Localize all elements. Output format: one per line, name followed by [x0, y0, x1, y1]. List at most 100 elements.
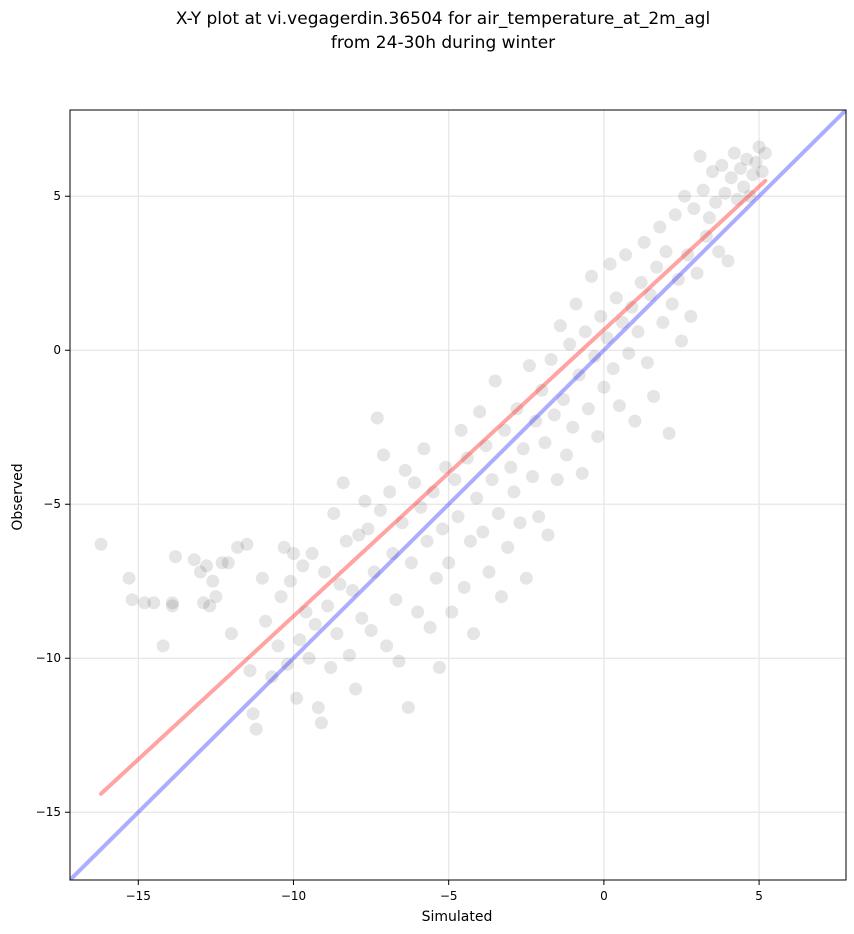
data-point-42 [318, 565, 331, 579]
data-point-81 [439, 460, 453, 474]
y-axis-label: Observed [10, 463, 26, 530]
data-point-89 [463, 534, 477, 548]
data-point-150 [653, 220, 667, 234]
data-point-142 [628, 414, 642, 428]
data-point-43 [321, 599, 335, 613]
data-point-181 [749, 155, 763, 169]
data-point-125 [575, 466, 589, 480]
data-point-65 [389, 593, 403, 607]
data-point-30 [280, 657, 294, 671]
axis-ticks: −15 −10 −5 0 5 −15 −10 −5 0 5 [36, 189, 763, 903]
data-point-118 [553, 319, 567, 333]
data-point-95 [482, 565, 496, 579]
data-point-162 [690, 266, 704, 280]
data-point-144 [634, 276, 648, 289]
data-point-46 [330, 627, 344, 641]
data-point-45 [327, 507, 341, 520]
data-point-10 [193, 565, 207, 579]
data-point-114 [541, 528, 555, 542]
data-point-97 [488, 374, 502, 388]
data-point-183 [755, 165, 769, 179]
data-point-152 [659, 245, 673, 259]
data-point-34 [293, 633, 307, 647]
x-axis-label: Simulated [422, 909, 493, 925]
data-point-153 [662, 426, 676, 440]
data-point-155 [668, 208, 682, 222]
data-point-39 [308, 617, 322, 631]
data-point-169 [712, 245, 726, 259]
data-point-115 [544, 353, 558, 366]
data-point-126 [578, 325, 592, 339]
data-point-105 [513, 516, 527, 530]
data-point-146 [640, 356, 654, 370]
chart-title: X-Y plot at vi.vegagerdin.36504 for air_… [176, 9, 710, 29]
data-point-173 [724, 171, 738, 185]
data-point-131 [594, 309, 608, 323]
data-point-8 [169, 550, 182, 564]
data-point-151 [656, 316, 670, 329]
data-point-170 [715, 158, 729, 172]
data-point-64 [386, 547, 400, 560]
data-point-80 [436, 522, 449, 536]
data-point-154 [665, 297, 679, 311]
data-point-22 [246, 707, 260, 721]
data-point-180 [746, 168, 760, 182]
data-point-55 [358, 494, 372, 508]
data-point-177 [737, 180, 751, 194]
data-point-26 [265, 670, 279, 684]
data-point-184 [758, 146, 772, 160]
data-point-147 [643, 288, 657, 302]
data-point-117 [550, 473, 564, 487]
data-point-164 [696, 183, 710, 197]
plot-area-frame [69, 109, 847, 881]
data-point-5 [156, 639, 170, 653]
x-tick-label-0: −15 [126, 889, 151, 903]
data-point-124 [572, 368, 586, 382]
data-point-73 [414, 500, 428, 514]
data-point-99 [495, 590, 508, 604]
data-point-166 [702, 211, 716, 225]
data-point-61 [377, 448, 390, 462]
data-point-40 [311, 701, 325, 714]
data-point-120 [560, 448, 574, 462]
data-point-19 [231, 540, 245, 554]
data-point-93 [476, 525, 490, 539]
data-point-79 [432, 661, 446, 674]
data-point-69 [401, 701, 415, 714]
data-point-129 [588, 349, 602, 363]
data-point-140 [622, 346, 636, 360]
data-point-83 [445, 605, 459, 619]
data-point-159 [681, 248, 695, 262]
scatter-points [94, 140, 772, 736]
data-point-51 [346, 584, 359, 597]
data-point-175 [730, 192, 744, 206]
data-point-122 [566, 420, 580, 434]
data-point-167 [706, 165, 719, 179]
data-point-17 [221, 556, 235, 570]
data-point-104 [510, 402, 524, 416]
data-point-179 [743, 189, 757, 203]
data-point-16 [215, 556, 229, 570]
data-point-132 [597, 380, 611, 394]
data-point-111 [532, 510, 546, 524]
data-point-136 [609, 291, 623, 305]
data-point-0 [94, 537, 108, 551]
data-point-77 [426, 485, 440, 499]
data-point-91 [470, 491, 484, 505]
data-point-36 [299, 605, 313, 619]
data-point-31 [283, 574, 297, 588]
data-point-171 [718, 186, 732, 200]
data-point-127 [581, 402, 595, 416]
chart-subtitle: from 24-30h during winter [331, 33, 555, 53]
y-tick-label-3: 0 [53, 343, 61, 357]
data-point-50 [342, 648, 356, 662]
data-point-107 [519, 571, 533, 585]
data-point-48 [336, 476, 350, 490]
data-point-121 [563, 337, 577, 351]
data-point-88 [460, 451, 474, 465]
y-tick-label-4: 5 [53, 189, 61, 203]
data-point-85 [451, 510, 465, 524]
data-point-25 [259, 614, 273, 628]
